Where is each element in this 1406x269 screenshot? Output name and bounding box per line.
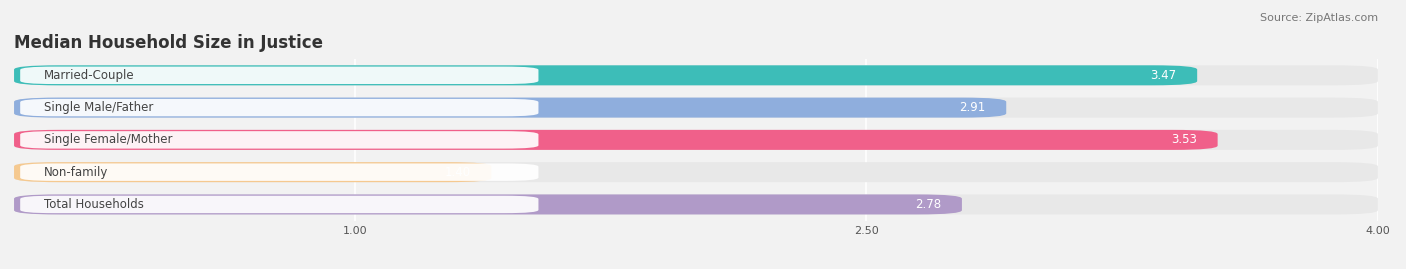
FancyBboxPatch shape xyxy=(14,162,492,182)
Text: 2.91: 2.91 xyxy=(959,101,986,114)
Text: Source: ZipAtlas.com: Source: ZipAtlas.com xyxy=(1260,13,1378,23)
FancyBboxPatch shape xyxy=(20,196,538,213)
FancyBboxPatch shape xyxy=(14,194,962,214)
Text: Median Household Size in Justice: Median Household Size in Justice xyxy=(14,34,323,52)
FancyBboxPatch shape xyxy=(14,65,1378,85)
Text: 3.47: 3.47 xyxy=(1150,69,1177,82)
FancyBboxPatch shape xyxy=(20,131,538,148)
Text: Single Male/Father: Single Male/Father xyxy=(44,101,153,114)
FancyBboxPatch shape xyxy=(20,164,538,181)
Text: Total Households: Total Households xyxy=(44,198,143,211)
FancyBboxPatch shape xyxy=(14,98,1007,118)
FancyBboxPatch shape xyxy=(14,98,1378,118)
FancyBboxPatch shape xyxy=(14,194,1378,214)
FancyBboxPatch shape xyxy=(14,130,1218,150)
Text: 3.53: 3.53 xyxy=(1171,133,1197,146)
FancyBboxPatch shape xyxy=(20,67,538,84)
FancyBboxPatch shape xyxy=(14,130,1378,150)
Text: Married-Couple: Married-Couple xyxy=(44,69,135,82)
Text: Non-family: Non-family xyxy=(44,166,108,179)
FancyBboxPatch shape xyxy=(14,162,1378,182)
Text: 1.40: 1.40 xyxy=(444,166,471,179)
FancyBboxPatch shape xyxy=(20,99,538,116)
FancyBboxPatch shape xyxy=(14,65,1197,85)
Text: Single Female/Mother: Single Female/Mother xyxy=(44,133,173,146)
Text: 2.78: 2.78 xyxy=(915,198,942,211)
